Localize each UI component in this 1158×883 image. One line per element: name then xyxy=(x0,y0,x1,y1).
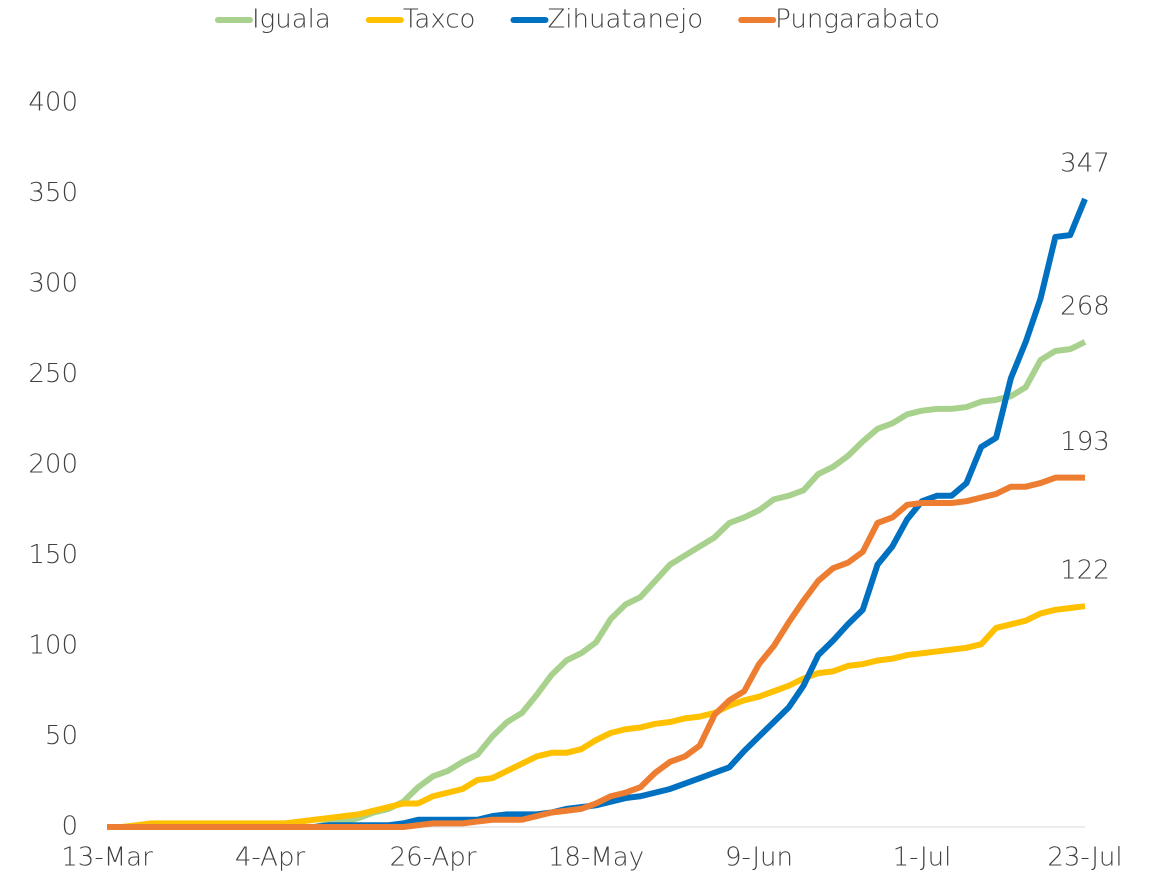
y-tick-label: 250 xyxy=(28,359,78,389)
y-tick-label: 200 xyxy=(28,450,78,480)
y-tick-label: 300 xyxy=(28,269,78,299)
y-tick-label: 350 xyxy=(28,178,78,208)
data-label: 122 xyxy=(1060,556,1110,586)
x-tick-label: 1-Jul xyxy=(893,843,952,873)
y-tick-label: 150 xyxy=(28,540,78,570)
series-line xyxy=(107,603,1086,830)
y-tick-label: 100 xyxy=(28,631,78,661)
x-tick-label: 9-Jun xyxy=(725,843,793,873)
y-tick-label: 400 xyxy=(28,88,78,118)
x-tick-label: 26-Apr xyxy=(390,843,477,873)
x-tick-label: 18-May xyxy=(548,843,644,873)
data-label: 193 xyxy=(1060,427,1110,457)
y-tick-label: 0 xyxy=(61,812,78,842)
series-line xyxy=(107,339,1087,830)
x-tick-label: 23-Jul xyxy=(1047,843,1122,873)
legend: Iguala Taxco Zihuatanejo Pungarabato xyxy=(214,5,940,35)
data-label: 268 xyxy=(1060,291,1110,321)
x-tick-label: 4-Apr xyxy=(235,843,306,873)
legend-label: Iguala xyxy=(252,5,331,35)
series-line xyxy=(107,197,1088,830)
data-label: 347 xyxy=(1060,148,1110,178)
legend-label: Pungarabato xyxy=(775,5,940,35)
legend-label: Taxco xyxy=(403,5,476,35)
y-tick-label: 50 xyxy=(45,721,78,751)
series-line xyxy=(107,474,1085,830)
legend-label: Zihuatanejo xyxy=(547,5,703,35)
x-tick-label: 13-Mar xyxy=(61,843,153,873)
